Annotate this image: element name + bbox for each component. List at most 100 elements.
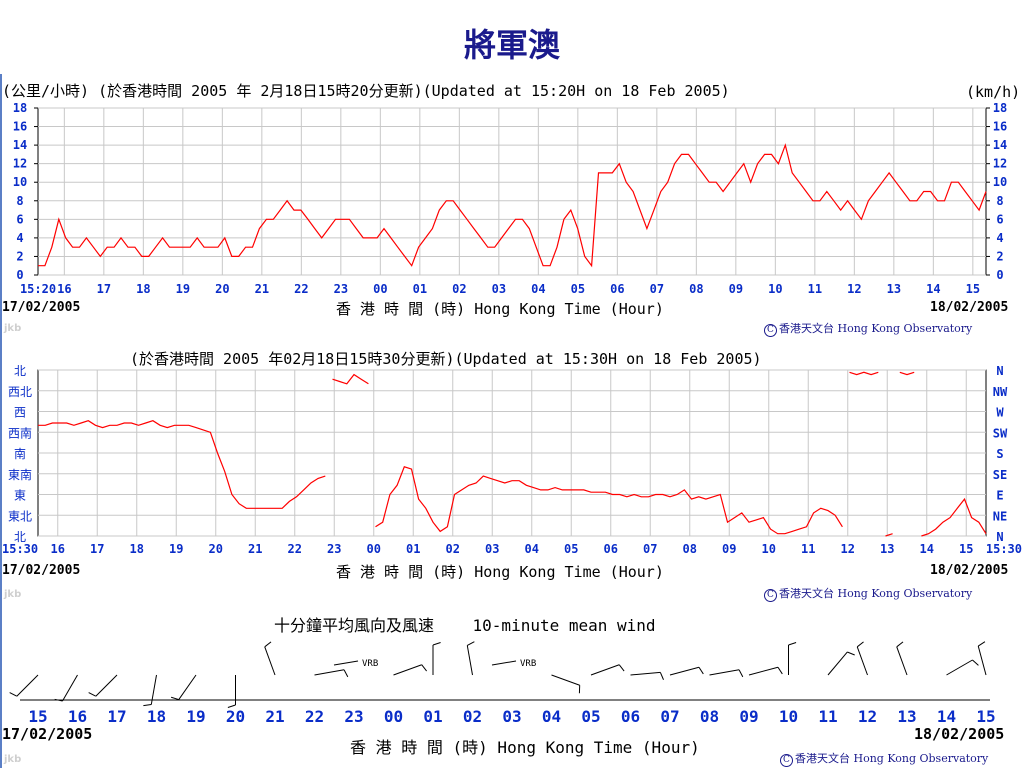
direction-xtick: 04	[525, 542, 539, 556]
speed-ytick-left: 10	[13, 175, 27, 189]
wind-barb-staff	[856, 646, 868, 676]
wind-barb-staff	[551, 674, 580, 686]
barbs-date-left: 17/02/2005	[2, 725, 93, 743]
speed-xtick: 03	[492, 282, 506, 296]
wind-barb-feather	[856, 641, 864, 648]
wind-barb-staff	[748, 666, 779, 676]
wind-barb-staff	[178, 674, 197, 700]
direction-ytick-right: NE	[993, 509, 1007, 523]
left-border	[0, 74, 2, 768]
speed-xaxis-caption: 香 港 時 間 (時) Hong Kong Time (Hour)	[336, 300, 664, 318]
speed-chart-header: (公里/小時) (於香港時間 2005 年 2月18日15時20分更新)(Upd…	[2, 82, 730, 100]
direction-date-right: 18/02/2005	[930, 563, 1009, 578]
barbs-xtick: 15	[28, 707, 47, 726]
wind-barb-feather	[896, 641, 904, 648]
wind-barb-feather	[972, 659, 979, 666]
wind-barb-staff	[314, 669, 345, 676]
speed-series-line	[38, 143, 987, 268]
speed-xtick: 00	[373, 282, 387, 296]
wind-barb-staff	[393, 664, 422, 676]
wind-barb-staff	[590, 664, 620, 676]
direction-ytick-left: 東	[14, 489, 26, 503]
direction-ytick-right: NW	[993, 385, 1008, 399]
direction-xtick: 20	[209, 542, 223, 556]
barbs-xtick: 06	[621, 707, 640, 726]
direction-ytick-right: S	[996, 447, 1003, 461]
direction-xtick: 09	[722, 542, 736, 556]
direction-ytick-right: N	[996, 530, 1003, 544]
speed-credit-text: 香港天文台 Hong Kong Observatory	[779, 322, 973, 335]
barbs-xtick: 04	[542, 707, 561, 726]
direction-ytick-left: 北	[14, 530, 26, 544]
speed-xtick: 02	[452, 282, 466, 296]
wind-barb-staff	[62, 674, 78, 702]
direction-xtick: 15:30	[2, 542, 38, 556]
barbs-xtick: 02	[463, 707, 482, 726]
direction-ytick-right: E	[996, 489, 1003, 503]
speed-xtick: 07	[650, 282, 664, 296]
speed-xtick: 09	[729, 282, 743, 296]
barbs-credit: C 香港天文台 Hong Kong Observatory	[780, 750, 988, 767]
wind-barb-staff	[669, 666, 700, 676]
wind-barb	[896, 641, 908, 676]
wind-barb-feather	[738, 669, 744, 678]
barbs-xtick: 17	[107, 707, 126, 726]
speed-xtick: 08	[689, 282, 703, 296]
page-title: 將軍澳	[463, 26, 560, 64]
wind-barb-staff	[16, 674, 39, 697]
direction-watermark: jkb	[4, 589, 22, 600]
direction-ytick-left: 東南	[8, 467, 32, 482]
barbs-credit-text: 香港天文台 Hong Kong Observatory	[795, 752, 989, 765]
barbs-xtick: 15	[976, 707, 995, 726]
wind-barb-feather	[343, 669, 349, 678]
speed-xtick: 10	[768, 282, 782, 296]
speed-xtick: 04	[531, 282, 545, 296]
barbs-xtick: 08	[700, 707, 719, 726]
direction-xtick: 15	[959, 542, 973, 556]
barbs-xtick: 09	[739, 707, 758, 726]
wind-barb	[466, 641, 475, 676]
wind-barb-staff	[491, 660, 517, 666]
wind-barb	[788, 642, 797, 675]
direction-xtick: 05	[564, 542, 578, 556]
direction-xtick: 07	[643, 542, 657, 556]
speed-ytick-left: 4	[16, 231, 23, 245]
wind-barb	[748, 666, 783, 676]
direction-xtick: 06	[604, 542, 618, 556]
direction-xtick: 15:30	[986, 542, 1022, 556]
wind-barb-feather	[777, 666, 783, 675]
direction-xtick: 14	[920, 542, 934, 556]
speed-xtick: 06	[610, 282, 624, 296]
wind-barb-feather	[432, 642, 441, 646]
speed-ytick-right: 10	[993, 175, 1007, 189]
barbs-xtick: 12	[858, 707, 877, 726]
wind-barb	[432, 642, 441, 675]
wind-barb-feather	[54, 698, 63, 702]
wind-barb	[551, 674, 581, 694]
wind-barb	[314, 669, 349, 678]
direction-xtick: 08	[683, 542, 697, 556]
barbs-xtick: 03	[502, 707, 521, 726]
wind-barb	[393, 664, 428, 676]
barbs-xtick: 19	[186, 707, 205, 726]
wind-barb-staff	[264, 646, 276, 676]
direction-ytick-right: SE	[993, 468, 1007, 482]
barbs-xtick: 05	[581, 707, 600, 726]
speed-ytick-right: 18	[993, 101, 1007, 115]
barbs-xtick: 11	[818, 707, 837, 726]
speed-ytick-left: 2	[16, 249, 23, 263]
direction-xtick: 11	[801, 542, 815, 556]
wind-barb-feather	[788, 642, 797, 646]
wind-barb-staff	[95, 674, 118, 697]
direction-chart-header: (於香港時間 2005 年02月18日15時30分更新)(Updated at …	[130, 350, 762, 368]
wind-barb	[590, 664, 625, 676]
speed-xtick: 15	[966, 282, 980, 296]
barbs-xtick: 01	[423, 707, 442, 726]
direction-credit-text: 香港天文台 Hong Kong Observatory	[779, 587, 973, 600]
speed-ytick-right: 4	[996, 231, 1003, 245]
wind-barb-feather	[421, 664, 428, 672]
barbs-date-right: 18/02/2005	[914, 725, 1005, 743]
direction-credit: C 香港天文台 Hong Kong Observatory	[764, 585, 972, 602]
wind-barb-feather	[698, 666, 704, 675]
barbs-xaxis-caption: 香 港 時 間 (時) Hong Kong Time (Hour)	[350, 738, 700, 757]
